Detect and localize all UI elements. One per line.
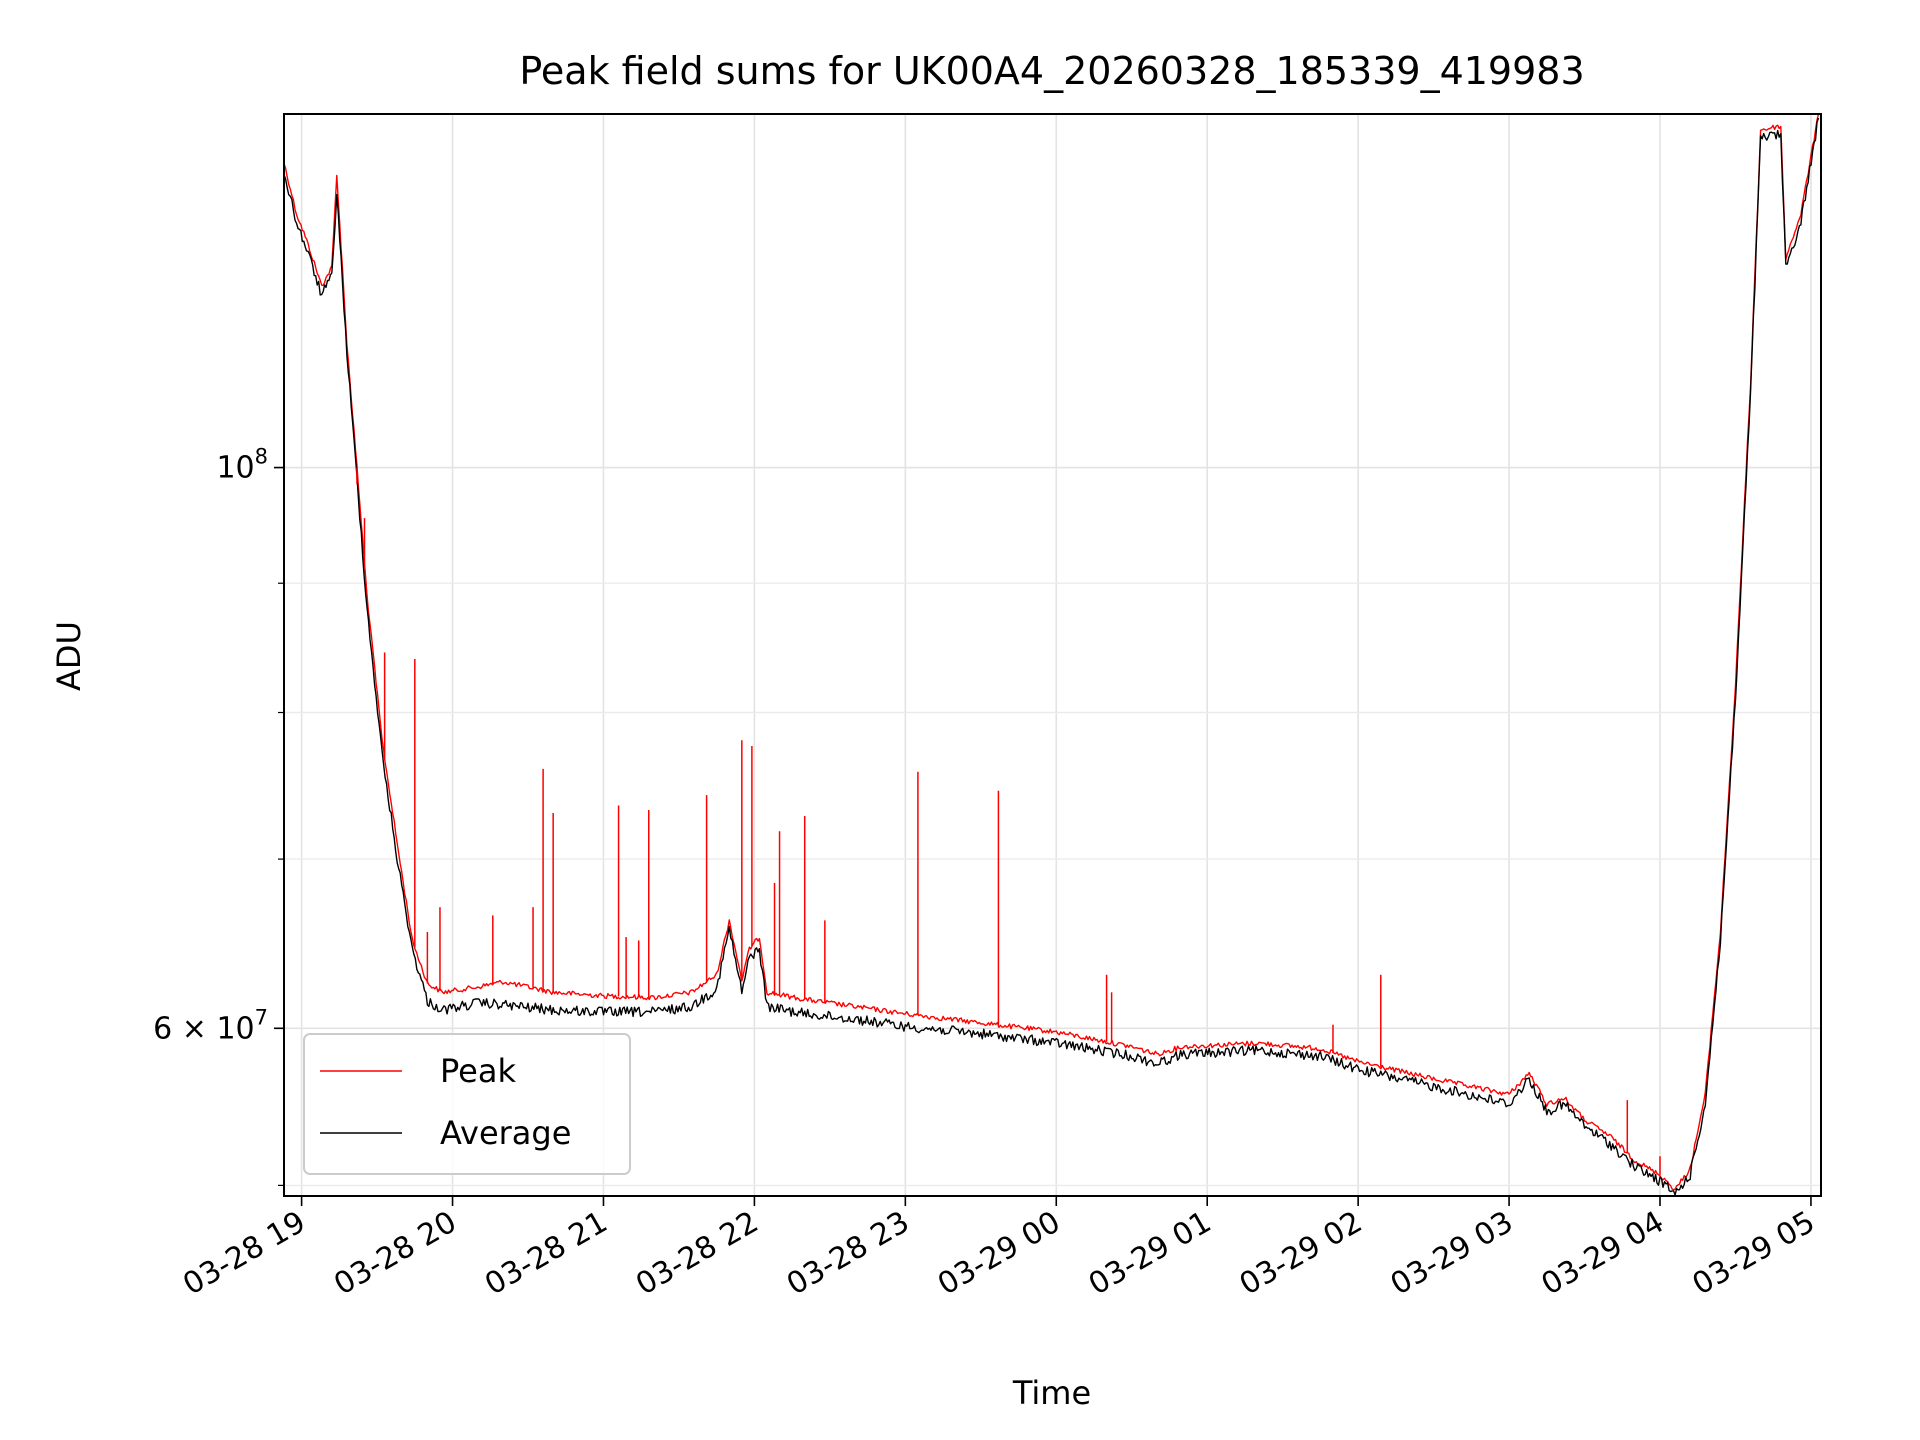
legend-label-peak: Peak [440,1052,516,1090]
x-tick-label: 03-29 04 [1536,1205,1670,1303]
x-tick-label: 03-28 19 [177,1205,311,1303]
y-tick-multiplier: 6 × [153,1011,216,1046]
legend-label-average: Average [440,1114,571,1152]
x-tick-label: 03-29 05 [1687,1205,1821,1303]
legend-box [303,1033,631,1175]
x-tick-label: 03-28 20 [328,1205,462,1303]
series-group [284,114,1820,1196]
x-tick-label: 03-28 22 [630,1205,764,1303]
x-tick-label: 03-29 01 [1083,1205,1217,1303]
y-tick-label: 6 × 107 [153,1005,268,1046]
series-line-peak [284,114,1820,1191]
series-line-average [284,117,1820,1196]
legend: Peak Average [303,1033,631,1175]
x-axis-label: Time [1012,1374,1091,1412]
y-tick-label: 108 [216,445,268,486]
chart-title: Peak field sums for UK00A4_20260328_1853… [519,49,1584,93]
y-tick-base: 10 [216,1011,254,1046]
x-tick-label: 03-29 03 [1385,1205,1519,1303]
x-tick-label: 03-28 21 [479,1205,613,1303]
y-tick-exponent: 7 [255,1005,268,1029]
y-tick-base: 10 [216,451,254,486]
x-tick-label: 03-28 23 [781,1205,915,1303]
grid-lines [284,114,1821,1196]
plot-frame [283,113,1822,1197]
y-tick-exponent: 8 [255,445,268,469]
x-tick-label: 03-29 02 [1234,1205,1368,1303]
y-axis-label: ADU [50,621,88,691]
x-tick-label: 03-29 00 [932,1205,1066,1303]
